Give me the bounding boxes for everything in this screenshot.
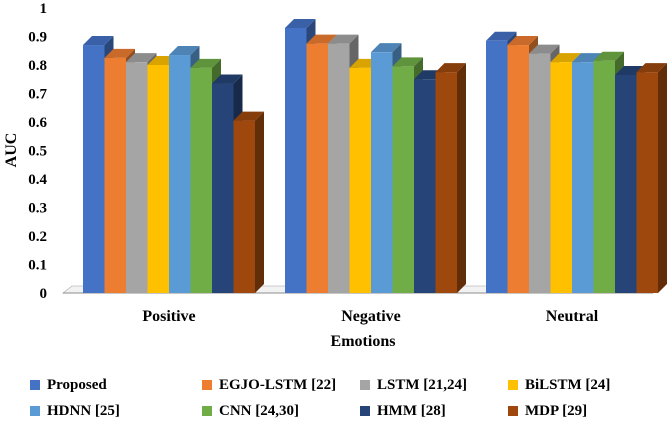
bar-front [414, 79, 436, 293]
bar-front [371, 52, 393, 293]
y-tick-label: 0.6 [28, 115, 47, 131]
bar-front [285, 27, 307, 293]
bar-top [636, 63, 667, 73]
bar-top [550, 53, 581, 63]
bar-front [212, 83, 234, 294]
y-tick-label: 0.1 [28, 258, 47, 274]
y-axis-label: AUC [3, 133, 20, 168]
legend-label: HDNN [25] [47, 402, 120, 419]
y-tick-label: 0 [40, 286, 48, 302]
bar-front [550, 62, 572, 294]
legend-item-proposed: Proposed [30, 377, 202, 394]
legend-item-hdnn: HDNN [25] [30, 403, 202, 420]
x-tick-label: Neutral [546, 308, 599, 325]
bar-front [190, 67, 212, 293]
bar-top [529, 44, 560, 54]
legend-item-lstm: LSTM [21,24] [360, 377, 508, 394]
legend-item-egjo-lstm: EGJO-LSTM [22] [202, 377, 360, 394]
bar-side [457, 63, 466, 293]
legend-row: Proposed EGJO-LSTM [22] LSTM [21,24] BiL… [30, 372, 660, 398]
bar-side [658, 63, 667, 293]
bar-top [212, 74, 243, 84]
legend-item-cnn: CNN [24,30] [202, 403, 360, 420]
bar-front [392, 66, 414, 293]
bar-front [636, 72, 658, 293]
bar [233, 111, 264, 293]
y-tick-label: 0.8 [28, 58, 47, 74]
legend-swatch [30, 406, 40, 416]
y-tick-label: 0.2 [28, 229, 47, 245]
legend-item-hmm: HMM [28] [360, 403, 508, 420]
legend-row: HDNN [25] CNN [24,30] HMM [28] MDP [29] [30, 398, 660, 424]
bar-front [572, 62, 594, 294]
bar-front [126, 62, 148, 294]
bar-front [169, 55, 191, 294]
legend-label: HMM [28] [377, 402, 446, 419]
x-tick-label: Positive [142, 308, 195, 325]
bar-front [104, 57, 126, 293]
x-axis-ticks: Positive Negative Neutral [142, 308, 598, 325]
y-tick-label: 0.5 [28, 144, 47, 160]
bar-front [328, 43, 350, 293]
legend: Proposed EGJO-LSTM [22] LSTM [21,24] BiL… [30, 372, 660, 424]
x-axis-label: Emotions [331, 333, 396, 350]
bar-top [392, 57, 423, 67]
bar-front [507, 45, 529, 293]
legend-swatch [508, 406, 518, 416]
bar-top [190, 58, 221, 68]
bar-front [435, 72, 457, 293]
legend-swatch [360, 406, 370, 416]
bar [636, 63, 667, 293]
legend-label: Proposed [47, 376, 107, 393]
bar-front [529, 53, 551, 293]
bar-side [255, 111, 264, 293]
bar-top [285, 18, 316, 28]
y-tick-label: 0.4 [28, 172, 47, 188]
bar-top [306, 34, 337, 44]
y-tick-label: 0.9 [28, 30, 47, 46]
legend-swatch [30, 380, 40, 390]
bar-top [126, 53, 157, 63]
bar-front [349, 67, 371, 293]
bar-front [147, 65, 169, 293]
legend-label: EGJO-LSTM [22] [219, 376, 337, 393]
bar-front [83, 45, 105, 293]
legend-swatch [202, 406, 212, 416]
bar-top [371, 43, 402, 53]
legend-swatch [508, 380, 518, 390]
bar-top [233, 111, 264, 121]
bar-front [615, 74, 637, 293]
bars-group [83, 18, 667, 294]
bar-top [83, 36, 114, 46]
y-axis-ticks: 0 0.1 0.2 0.3 0.4 0.5 0.6 0.7 0.8 0.9 1 [28, 1, 47, 302]
legend-label: CNN [24,30] [219, 402, 299, 419]
bar-top [435, 63, 466, 73]
legend-label: MDP [29] [525, 402, 588, 419]
bar-top [328, 34, 359, 44]
legend-item-mdp: MDP [29] [508, 403, 587, 420]
legend-label: BiLSTM [24] [525, 376, 611, 393]
bar [435, 63, 466, 293]
x-tick-label: Negative [341, 308, 401, 325]
legend-swatch [360, 380, 370, 390]
legend-label: LSTM [21,24] [377, 376, 467, 393]
bar-front [233, 120, 255, 293]
bar-top [507, 36, 538, 46]
bar-top [104, 48, 135, 58]
bar-top [593, 51, 624, 61]
bar-top [486, 31, 517, 41]
bar-front [306, 43, 328, 293]
legend-item-bilstm: BiLSTM [24] [508, 377, 610, 394]
y-tick-label: 0.3 [28, 201, 47, 217]
legend-swatch [202, 380, 212, 390]
bar-front [486, 40, 508, 294]
bar-front [593, 60, 615, 293]
bar-top [169, 46, 200, 56]
y-tick-label: 1 [40, 1, 48, 17]
y-tick-label: 0.7 [28, 87, 47, 103]
